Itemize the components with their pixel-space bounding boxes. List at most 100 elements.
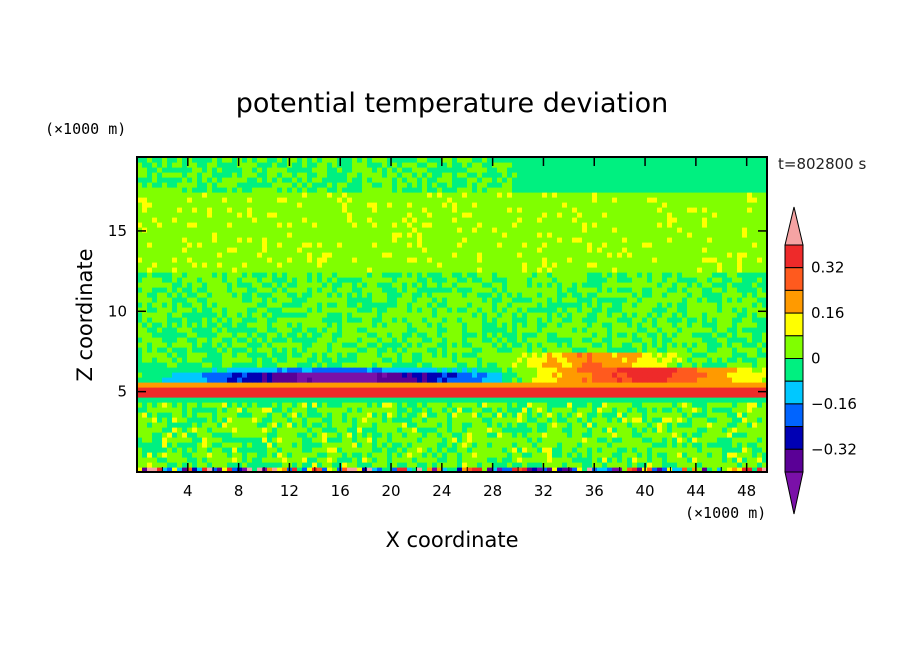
heatmap-cell — [222, 467, 228, 473]
heatmap-cell — [407, 397, 413, 403]
heatmap-cell — [522, 302, 528, 308]
heatmap-cell — [627, 282, 633, 288]
heatmap-cell — [307, 362, 313, 368]
heatmap-cell — [397, 427, 403, 433]
heatmap-cell — [462, 397, 468, 403]
heatmap-cell — [222, 437, 228, 443]
heatmap-cell — [727, 402, 733, 408]
heatmap-cell — [232, 337, 238, 343]
heatmap-cell — [687, 377, 693, 383]
heatmap-cell — [427, 362, 433, 368]
heatmap-cell — [732, 312, 738, 318]
heatmap-cell — [587, 352, 593, 358]
heatmap-cell — [712, 457, 718, 463]
heatmap-cell — [742, 277, 748, 283]
heatmap-cell — [512, 407, 518, 413]
heatmap-cell — [637, 437, 643, 443]
heatmap-cell — [747, 387, 753, 393]
heatmap-cell — [507, 452, 513, 458]
heatmap-cell — [472, 457, 478, 463]
heatmap-cell — [752, 447, 758, 453]
heatmap-cell — [222, 412, 228, 418]
heatmap-cell — [717, 312, 723, 318]
heatmap-cell — [687, 302, 693, 308]
heatmap-cell — [322, 317, 328, 323]
heatmap-cell — [177, 452, 183, 458]
heatmap-cell — [512, 342, 518, 348]
heatmap-cell — [272, 292, 278, 298]
heatmap-cell — [407, 432, 413, 438]
heatmap-cell — [327, 447, 333, 453]
heatmap-cell — [572, 427, 578, 433]
heatmap-cell — [747, 447, 753, 453]
heatmap-cell — [312, 457, 318, 463]
heatmap-cell — [522, 367, 528, 373]
heatmap-cell — [532, 347, 538, 353]
heatmap-cell — [607, 467, 613, 473]
heatmap-cell — [217, 367, 223, 373]
heatmap-cell — [737, 337, 743, 343]
heatmap-cell — [447, 272, 453, 278]
heatmap-cell — [392, 432, 398, 438]
heatmap-cell — [632, 382, 638, 388]
heatmap-cell — [322, 302, 328, 308]
heatmap-cell — [652, 342, 658, 348]
heatmap-cell — [432, 282, 438, 288]
heatmap-cell — [242, 342, 248, 348]
heatmap-cell — [547, 392, 553, 398]
heatmap-cell — [547, 417, 553, 423]
heatmap-cell — [412, 397, 418, 403]
heatmap-cell — [362, 367, 368, 373]
heatmap-cell — [372, 362, 378, 368]
heatmap-cell — [287, 362, 293, 368]
heatmap-cell — [762, 352, 768, 358]
heatmap-cell — [757, 302, 763, 308]
heatmap-cell — [502, 277, 508, 283]
heatmap-cell — [582, 322, 588, 328]
heatmap-cell — [387, 422, 393, 428]
heatmap-cell — [342, 277, 348, 283]
heatmap-cell — [657, 387, 663, 393]
heatmap-cell — [217, 457, 223, 463]
heatmap-cell — [722, 337, 728, 343]
heatmap-cell — [512, 417, 518, 423]
heatmap-cell — [437, 297, 443, 303]
heatmap-cell — [327, 272, 333, 278]
heatmap-cell — [142, 412, 148, 418]
heatmap-cell — [542, 432, 548, 438]
heatmap-cell — [417, 442, 423, 448]
heatmap-cell — [442, 317, 448, 323]
heatmap-cell — [232, 402, 238, 408]
heatmap-cell — [382, 312, 388, 318]
heatmap-cell — [282, 302, 288, 308]
heatmap-cell — [157, 402, 163, 408]
heatmap-cell — [692, 362, 698, 368]
heatmap-cell — [437, 452, 443, 458]
heatmap-cell — [632, 432, 638, 438]
heatmap-cell — [557, 392, 563, 398]
heatmap-cell — [182, 412, 188, 418]
heatmap-cell — [477, 347, 483, 353]
heatmap-cell — [137, 407, 143, 413]
heatmap-cell — [362, 447, 368, 453]
heatmap-cell — [547, 317, 553, 323]
heatmap-cell — [497, 347, 503, 353]
heatmap-cell — [487, 287, 493, 293]
heatmap-cell — [447, 462, 453, 468]
heatmap-cell — [247, 347, 253, 353]
heatmap-cell — [582, 467, 588, 473]
heatmap-cell — [442, 312, 448, 318]
heatmap-cell — [337, 312, 343, 318]
heatmap-cell — [312, 352, 318, 358]
heatmap-cell — [462, 432, 468, 438]
heatmap-cell — [517, 307, 523, 313]
heatmap-cell — [242, 352, 248, 358]
heatmap-cell — [152, 402, 158, 408]
heatmap-cell — [622, 407, 628, 413]
heatmap-cell — [322, 342, 328, 348]
heatmap-cell — [522, 402, 528, 408]
heatmap-cell — [242, 367, 248, 373]
heatmap-cell — [537, 277, 543, 283]
heatmap-cell — [262, 337, 268, 343]
heatmap-cell — [277, 337, 283, 343]
